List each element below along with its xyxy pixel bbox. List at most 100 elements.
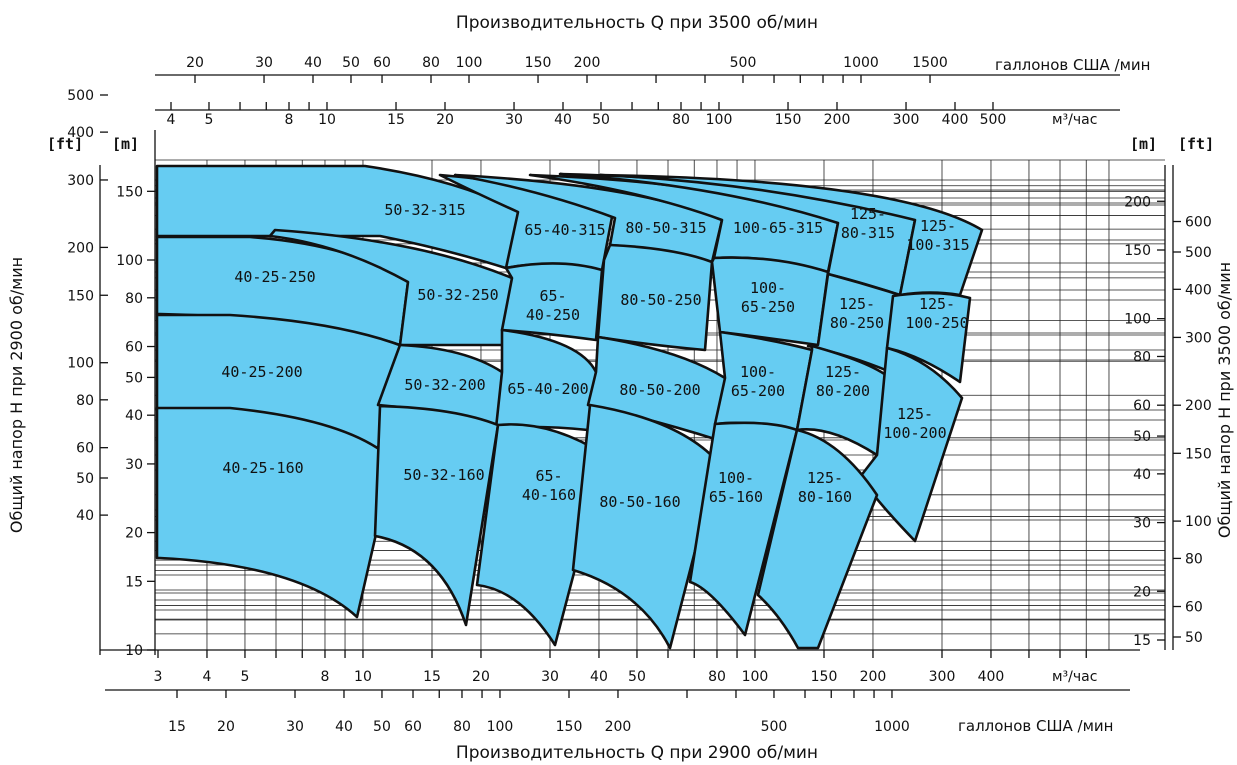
region-label-125-80-250: 125-80-250 (830, 295, 884, 332)
tick-label: 100 (116, 253, 143, 269)
region-label-100-65-250: 100-65-250 (741, 279, 795, 316)
tick-label: 15 (387, 112, 405, 128)
region-label-line: 50-32-250 (417, 286, 498, 304)
region-label-65-40-160: 65-40-160 (522, 467, 576, 504)
tick-label: 100 (1185, 514, 1212, 530)
region-label-125-80-200: 125-80-200 (816, 363, 870, 400)
region-label-50-32-250: 50-32-250 (417, 286, 498, 304)
region-125-80-160 (756, 428, 879, 650)
region-100-65-200 (713, 330, 814, 432)
tick-label: 500 (761, 719, 788, 735)
tick-label: 80 (672, 112, 690, 128)
tick-label: 500 (67, 88, 94, 104)
region-label-line: 80-50-250 (620, 291, 701, 309)
tick-label: 80 (1133, 349, 1151, 365)
tick-label: 60 (1133, 398, 1151, 414)
region-label-line: 80-200 (816, 382, 870, 400)
tick-label: 300 (929, 669, 956, 685)
region-label-line: 125- (919, 295, 955, 313)
tick-label: 40 (304, 55, 322, 71)
tick-label: 500 (730, 55, 757, 71)
tick-label: 200 (860, 669, 887, 685)
tick-label: 100 (1124, 312, 1151, 328)
region-50-32-250 (268, 228, 514, 347)
region-label-line: 65-250 (741, 298, 795, 316)
tick-label: 100 (706, 112, 733, 128)
tick-label: 8 (321, 669, 330, 685)
tick-label: 60 (76, 441, 94, 457)
region-label-line: 65-40-315 (524, 221, 605, 239)
tick-label: 600 (1185, 215, 1212, 231)
bottom-m3h-unit: м³/час (1052, 669, 1097, 685)
region-80-50-160 (571, 403, 720, 650)
region-label-100-65-160: 100-65-160 (709, 469, 763, 506)
region-label-line: 65-200 (731, 382, 785, 400)
region-label-line: 125- (807, 469, 843, 487)
tick-label: 20 (472, 669, 490, 685)
region-label-line: 100- (740, 363, 776, 381)
tick-labels: 3 4 5 8 10 15 20 30 40 50 80 100 150 200 300 400 15 20 30 4… (67, 55, 1211, 735)
tick-label: 300 (1185, 330, 1212, 346)
tick-label: 60 (125, 340, 143, 356)
region-label-100-65-200: 100-65-200 (731, 363, 785, 400)
right-ft-unit: [ft] (1178, 135, 1214, 153)
tick-label: 150 (116, 184, 143, 200)
region-label-50-32-160: 50-32-160 (403, 466, 484, 484)
tick-label: 200 (574, 55, 601, 71)
tick-label: 10 (354, 669, 372, 685)
tick-label: 30 (505, 112, 523, 128)
tick-label: 30 (286, 719, 304, 735)
tick-label: 80 (125, 291, 143, 307)
tick-label: 150 (67, 288, 94, 304)
tick-label: 40 (554, 112, 572, 128)
left-m-unit: [m] (112, 135, 139, 153)
region-label-80-50-200: 80-50-200 (619, 381, 700, 399)
axis-titles: Производительность Q при 3500 об/мин Про… (7, 13, 1234, 763)
tick-label: 150 (525, 55, 552, 71)
tick-label: 500 (980, 112, 1007, 128)
region-label-line: 125- (825, 363, 861, 381)
region-label-125-80-160: 125-80-160 (798, 469, 852, 506)
tick-label: 20 (217, 719, 235, 735)
region-label-line: 80-250 (830, 314, 884, 332)
tick-label: 200 (605, 719, 632, 735)
tick-label: 60 (373, 55, 391, 71)
region-label-line: 40-160 (522, 486, 576, 504)
tick-label: 10 (125, 643, 143, 659)
region-label-40-25-250: 40-25-250 (234, 268, 315, 286)
top-m3h-unit: м³/час (1052, 112, 1097, 128)
tick-label: 4 (167, 112, 176, 128)
tick-label: 150 (1124, 243, 1151, 259)
region-65-40-160 (475, 423, 607, 647)
region-label-line: 40-25-160 (222, 459, 303, 477)
region-label-100-65-315: 100-65-315 (733, 219, 823, 237)
region-label-line: 80-50-160 (599, 493, 680, 511)
region-label-125-100-200: 125-100-200 (883, 405, 946, 442)
region-50-32-160 (373, 404, 500, 627)
tick-label: 50 (76, 471, 94, 487)
region-label-line: 100-315 (906, 236, 969, 254)
tick-label: 15 (168, 719, 186, 735)
tick-label: 150 (775, 112, 802, 128)
region-label-80-50-160: 80-50-160 (599, 493, 680, 511)
region-label-line: 100-65-315 (733, 219, 823, 237)
tick-label: 400 (942, 112, 969, 128)
tick-label: 15 (1133, 633, 1151, 649)
region-label-line: 125- (920, 217, 956, 235)
tick-label: 30 (541, 669, 559, 685)
region-label-line: 80-50-315 (625, 219, 706, 237)
region-label-line: 65-160 (709, 488, 763, 506)
tick-label: 5 (241, 669, 250, 685)
tick-label: 50 (592, 112, 610, 128)
tick-label: 400 (67, 125, 94, 141)
region-label-line: 125- (839, 295, 875, 313)
tick-label: 15 (423, 669, 441, 685)
left-axis-title: Общий напор H при 2900 об/мин (7, 257, 26, 533)
tick-label: 40 (590, 669, 608, 685)
region-100-65-160 (688, 421, 799, 637)
region-label-line: 80-160 (798, 488, 852, 506)
tick-label: 80 (708, 669, 726, 685)
tick-label: 20 (186, 55, 204, 71)
top-gpm-unit: галлонов США /мин (995, 56, 1151, 74)
